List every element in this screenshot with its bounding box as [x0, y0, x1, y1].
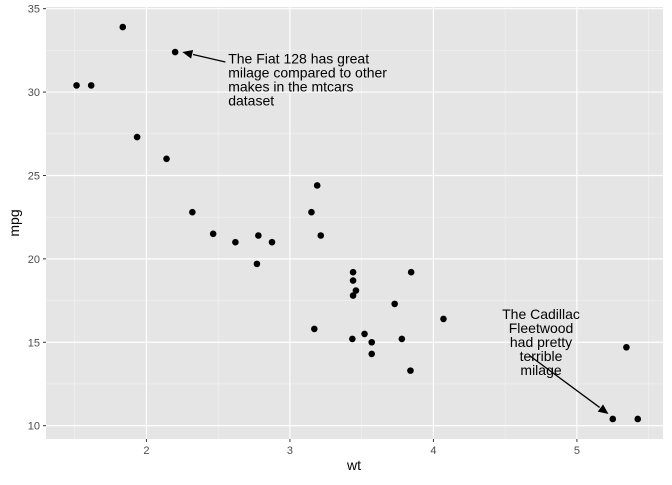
data-point: [232, 238, 239, 246]
data-point: [133, 133, 141, 141]
x-tick-label: 3: [287, 445, 293, 457]
y-tick-label: 35: [28, 4, 40, 16]
y-tick-label: 20: [28, 254, 40, 266]
annotation-arrow-line: [529, 355, 601, 408]
data-point: [407, 268, 415, 276]
data-point: [317, 232, 325, 239]
x-tick-label: 2: [143, 445, 149, 457]
y-tick-label: 30: [28, 87, 40, 99]
annotation-text-line: had pretty: [510, 334, 572, 350]
x-tick-label: 5: [574, 445, 580, 457]
data-point: [349, 277, 357, 284]
annotation-text-line: milage: [520, 362, 561, 378]
x-axis-title: wt: [346, 457, 361, 473]
data-point: [349, 335, 356, 343]
data-point: [313, 182, 321, 189]
x-axis-ticks: 2 3 4 5: [143, 439, 580, 457]
data-point: [209, 230, 217, 238]
data-point: [268, 238, 276, 246]
data-point: [253, 260, 261, 268]
data-point: [119, 23, 127, 31]
data-point: [368, 350, 376, 358]
x-tick-label: 4: [430, 445, 436, 457]
data-point: [361, 330, 368, 338]
data-point: [391, 300, 398, 308]
y-tick-label: 15: [28, 337, 40, 349]
annotation-text-line: makes in the mtcars: [228, 79, 353, 95]
data-point: [440, 315, 447, 323]
data-point: [368, 338, 376, 346]
data-points: [73, 23, 642, 423]
annotation-text-line: The Cadillac: [502, 306, 580, 322]
data-point: [73, 82, 80, 89]
data-point: [407, 367, 414, 374]
y-tick-label: 10: [28, 421, 40, 433]
data-point: [311, 325, 318, 333]
annotation-arrow-head: [182, 49, 194, 59]
annotation-arrow-head: [597, 404, 609, 414]
data-point: [255, 232, 262, 239]
data-point: [308, 208, 315, 216]
y-axis-ticks: 10 15 20 25 30 35: [28, 4, 46, 433]
annotation-text-line: Fleetwood: [509, 320, 574, 336]
data-point: [623, 343, 630, 351]
data-point: [352, 287, 360, 294]
y-axis-title: mpg: [6, 209, 22, 236]
data-point: [171, 48, 179, 56]
data-point: [398, 335, 406, 343]
major-gridlines: [46, 7, 663, 439]
data-point: [634, 415, 642, 423]
annotation-text-line: milage compared to other: [228, 65, 387, 81]
annotation-text-line: The Fiat 128 has great: [228, 51, 369, 67]
annotation-arrow-line: [192, 53, 226, 63]
annotation-text-line: terrible: [520, 348, 563, 364]
data-point: [349, 292, 357, 299]
data-point: [349, 268, 357, 276]
y-tick-label: 25: [28, 170, 40, 182]
data-point: [189, 208, 196, 216]
annotation-text-line: dataset: [228, 93, 274, 109]
data-point: [609, 415, 617, 423]
panel-background: [46, 7, 663, 439]
minor-gridlines: [46, 7, 663, 439]
data-point: [87, 82, 95, 89]
data-point: [163, 155, 170, 163]
